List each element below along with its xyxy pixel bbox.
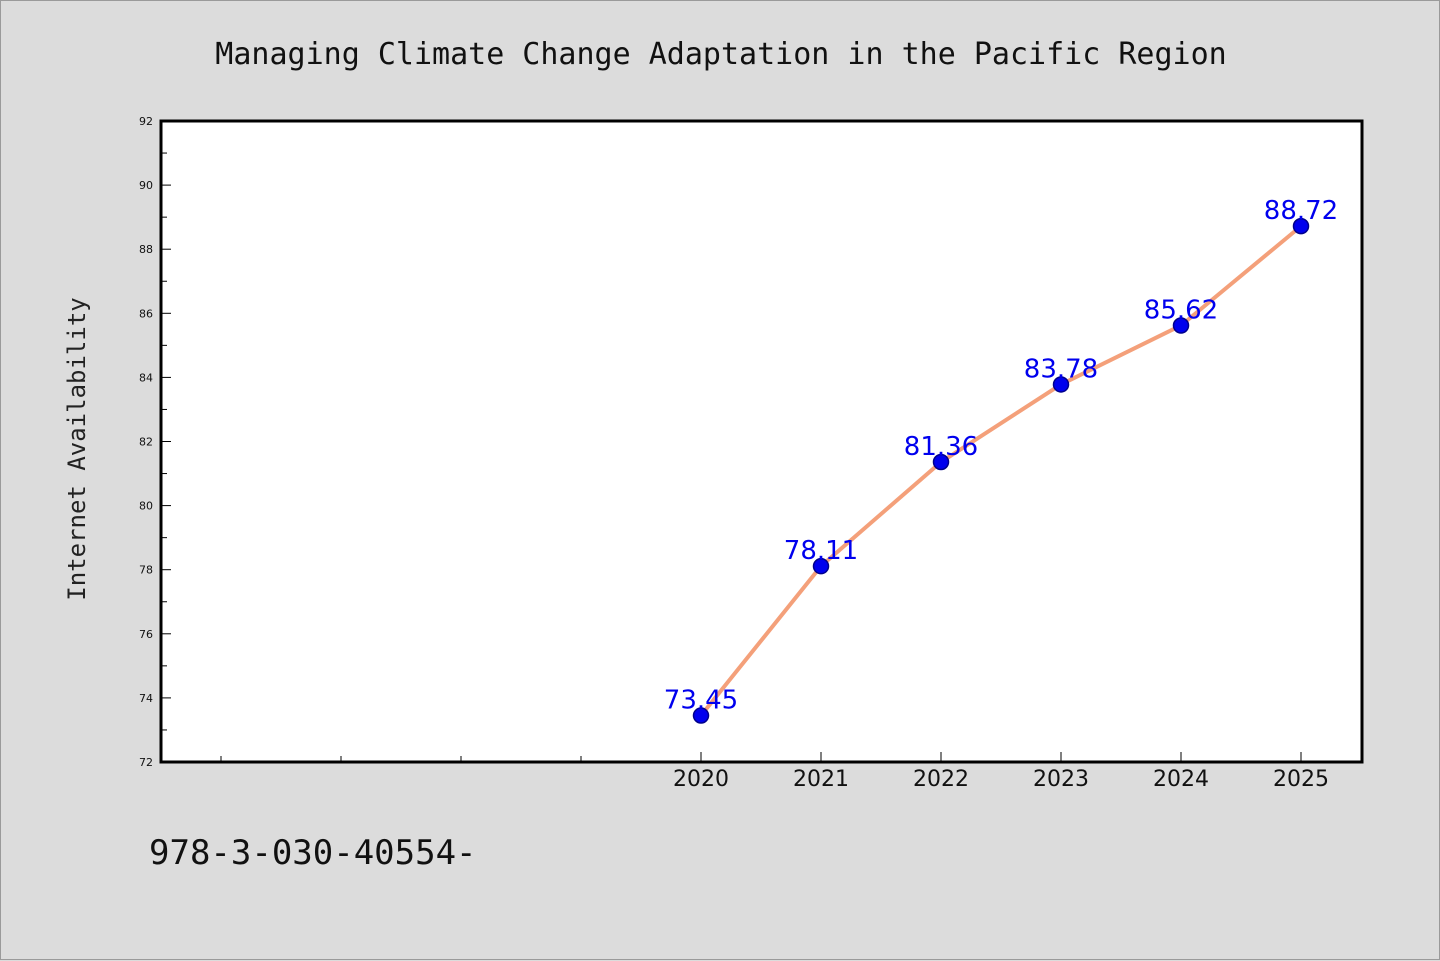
data-label: 85.62 <box>1144 295 1218 325</box>
data-label: 73.45 <box>664 686 738 716</box>
x-tick-label: 2021 <box>793 767 849 792</box>
data-label: 78.11 <box>784 536 858 566</box>
y-axis-label: Internet Availability <box>63 297 91 600</box>
y-tick-label: 78 <box>139 564 153 577</box>
y-tick-label: 76 <box>139 628 153 641</box>
y-tick-label: 86 <box>139 307 153 320</box>
plot-area <box>159 119 1364 764</box>
footer-code: 978-3-030-40554- <box>149 833 477 873</box>
data-label: 83.78 <box>1024 354 1098 384</box>
x-tick-label: 2020 <box>673 767 729 792</box>
y-tick-label: 74 <box>139 692 153 705</box>
x-tick-label: 2024 <box>1153 767 1209 792</box>
y-tick-label: 84 <box>139 371 153 384</box>
data-point <box>812 557 830 575</box>
data-point <box>1292 217 1310 235</box>
y-tick-label: 88 <box>139 243 153 256</box>
series-layer: 73.45 78.11 81.36 83.78 85.62 88.72 <box>664 196 1338 724</box>
y-tick-label: 82 <box>139 436 153 449</box>
y-tick-label: 90 <box>139 179 153 192</box>
x-tick-label: 2022 <box>913 767 969 792</box>
x-axis: 2020 2021 2022 2023 2024 2025 <box>220 752 1329 792</box>
data-point <box>692 707 710 724</box>
y-tick-label: 72 <box>139 756 153 769</box>
data-label: 81.36 <box>904 432 978 462</box>
x-tick-label: 2025 <box>1273 767 1329 792</box>
y-tick-label: 80 <box>139 500 153 513</box>
data-point <box>1172 317 1190 334</box>
y-axis: 72 74 76 78 80 82 84 86 88 90 92 <box>139 115 171 769</box>
series-line <box>699 224 1303 717</box>
y-tick-label: 92 <box>139 115 153 128</box>
data-point <box>932 453 950 471</box>
x-tick-label: 2023 <box>1033 767 1089 792</box>
chart-title: Managing Climate Change Adaptation in th… <box>215 37 1226 72</box>
data-label: 88.72 <box>1264 196 1338 226</box>
data-point <box>1052 376 1070 393</box>
